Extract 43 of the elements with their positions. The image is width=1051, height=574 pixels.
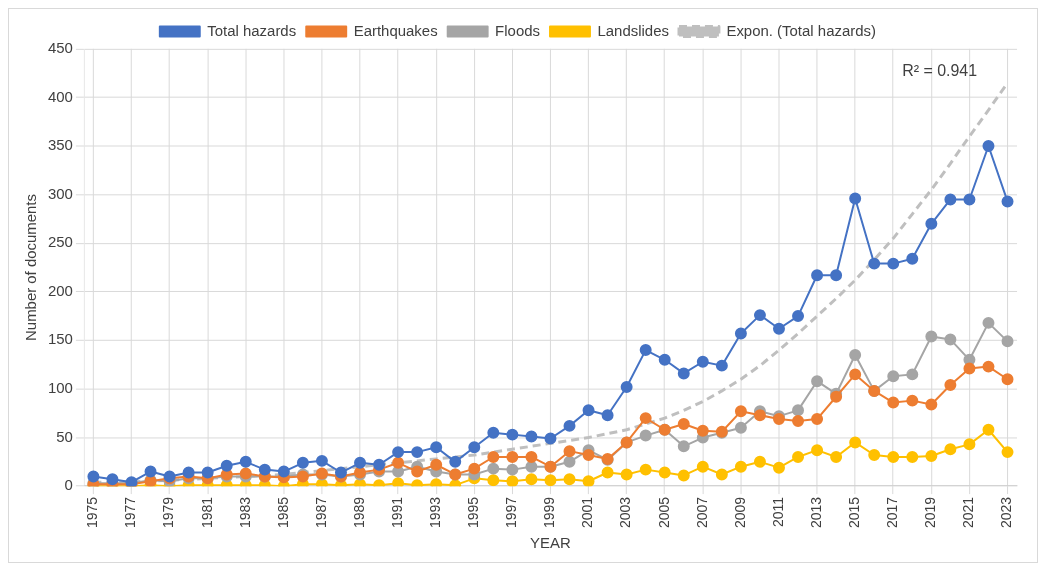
x-tick-label: 2003 — [617, 496, 634, 529]
y-tick-label: 0 — [64, 476, 73, 494]
x-tick-label: 1991 — [388, 496, 405, 529]
x-tick-label: 1979 — [160, 496, 177, 529]
y-tick-label: 250 — [47, 233, 73, 251]
x-tick-label: 2011 — [769, 496, 786, 528]
x-tick-label: 2021 — [960, 496, 977, 529]
x-tick-label: 1999 — [541, 496, 558, 529]
x-tick-label: 1993 — [427, 496, 444, 529]
x-tick-label: 2015 — [846, 496, 863, 529]
x-tick-label: 2017 — [884, 496, 901, 529]
y-tick-label: 50 — [56, 427, 73, 445]
legend-label: Landslides — [597, 21, 669, 39]
y-tick-label: 100 — [47, 379, 73, 397]
y-tick-label: 150 — [47, 330, 73, 348]
y-axis-title: Number of documents — [22, 194, 40, 341]
x-tick-label: 1989 — [350, 496, 367, 529]
y-tick-label: 450 — [47, 38, 73, 56]
annotation: R² = 0.941 — [902, 62, 978, 80]
x-tick-label: 1987 — [312, 496, 329, 529]
x-tick-label: 2019 — [922, 496, 939, 529]
x-tick-label: 1985 — [274, 496, 291, 529]
x-tick-label: 1977 — [122, 496, 139, 529]
x-axis-title: YEAR — [530, 534, 572, 552]
legend-label: Expon. (Total hazards) — [726, 21, 876, 39]
x-tick-label: 2013 — [807, 496, 824, 529]
x-tick-label: 2001 — [579, 496, 596, 529]
y-tick-label: 400 — [47, 87, 73, 105]
x-tick-label: 2023 — [998, 496, 1015, 529]
x-tick-label: 2007 — [693, 496, 710, 529]
legend-label: Earthquakes — [353, 21, 438, 39]
y-tick-label: 350 — [47, 136, 73, 154]
x-tick-label: 1981 — [198, 496, 215, 529]
legend-label: Floods — [495, 21, 540, 39]
legend-label: Total hazards — [207, 21, 297, 39]
x-tick-label: 1995 — [465, 496, 482, 529]
x-tick-label: 1983 — [236, 496, 253, 529]
x-tick-label: 2005 — [655, 496, 672, 529]
x-tick-label: 1997 — [503, 496, 520, 529]
y-tick-label: 300 — [47, 184, 73, 202]
y-tick-label: 200 — [47, 281, 73, 299]
x-tick-label: 2009 — [731, 496, 748, 529]
x-tick-label: 1975 — [84, 496, 101, 529]
